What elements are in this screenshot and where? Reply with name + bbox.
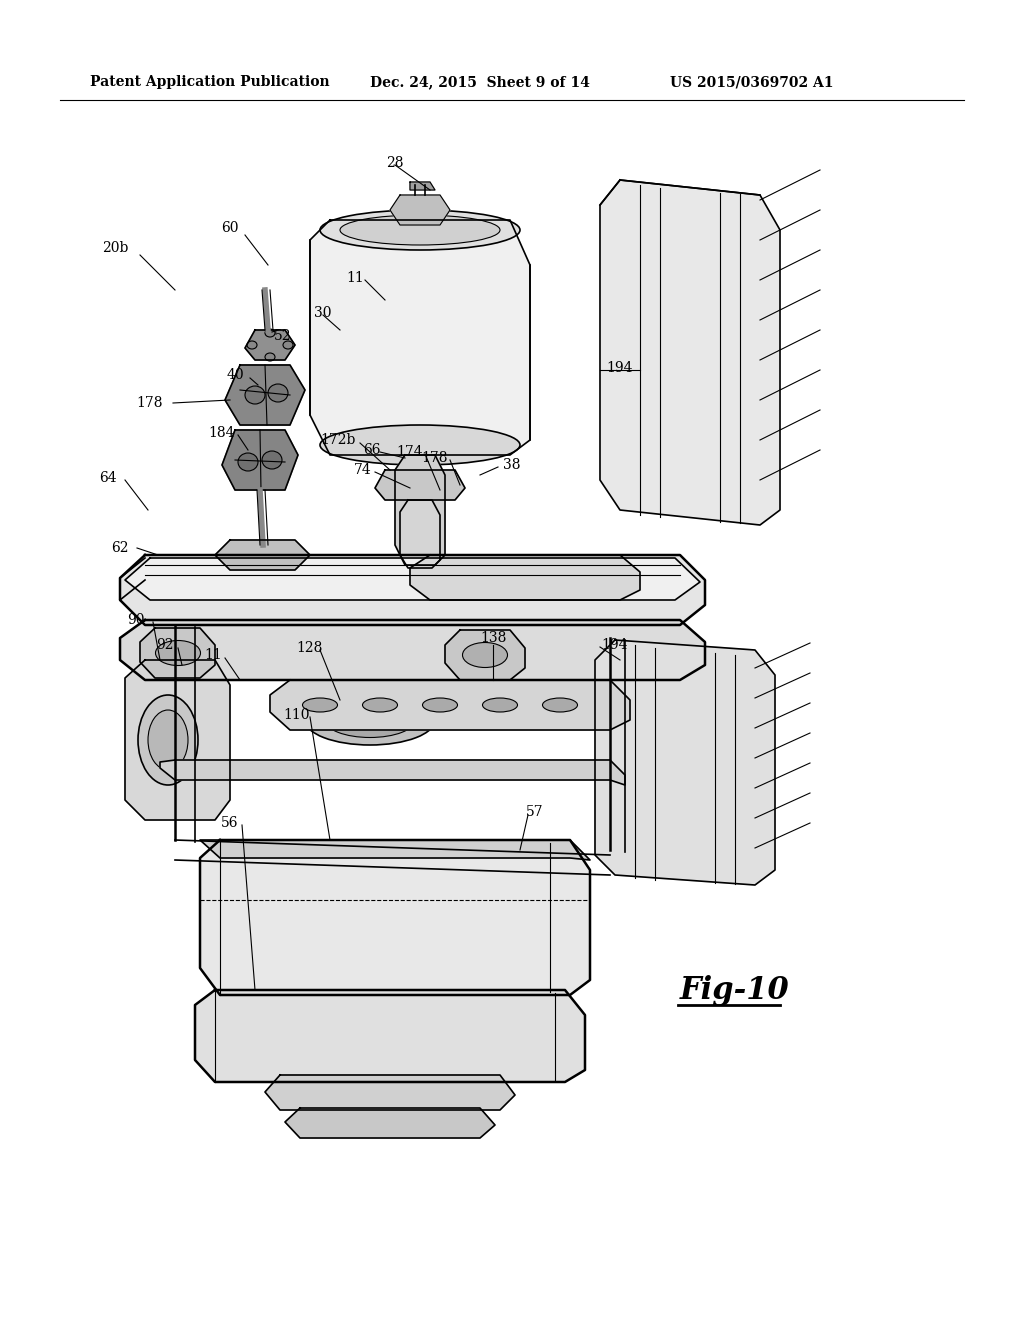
Text: 38: 38 — [503, 458, 521, 473]
Text: 64: 64 — [99, 471, 117, 484]
Polygon shape — [600, 180, 780, 525]
Text: 194: 194 — [607, 360, 633, 375]
Text: 28: 28 — [386, 156, 403, 170]
Ellipse shape — [319, 210, 520, 249]
Polygon shape — [410, 554, 640, 601]
Polygon shape — [125, 660, 230, 820]
Polygon shape — [120, 620, 705, 680]
Text: 178: 178 — [422, 451, 449, 465]
Text: 11: 11 — [204, 648, 222, 663]
Polygon shape — [285, 1107, 495, 1138]
Polygon shape — [410, 182, 435, 190]
Ellipse shape — [423, 698, 458, 711]
Text: 74: 74 — [354, 463, 372, 477]
Ellipse shape — [262, 451, 282, 469]
Text: 30: 30 — [314, 306, 332, 319]
Polygon shape — [140, 628, 215, 678]
Polygon shape — [595, 640, 775, 884]
Ellipse shape — [265, 352, 275, 360]
Text: 11: 11 — [346, 271, 364, 285]
Polygon shape — [390, 195, 450, 224]
Text: 60: 60 — [221, 220, 239, 235]
Text: US 2015/0369702 A1: US 2015/0369702 A1 — [670, 75, 834, 88]
Polygon shape — [200, 840, 590, 995]
Ellipse shape — [238, 453, 258, 471]
Polygon shape — [160, 760, 625, 785]
Ellipse shape — [245, 385, 265, 404]
Polygon shape — [120, 554, 705, 624]
Ellipse shape — [138, 696, 198, 785]
Ellipse shape — [156, 640, 201, 665]
Polygon shape — [245, 330, 295, 360]
Ellipse shape — [543, 698, 578, 711]
Text: 92: 92 — [157, 638, 174, 652]
Ellipse shape — [302, 698, 338, 711]
Text: 178: 178 — [137, 396, 163, 411]
Ellipse shape — [283, 341, 293, 348]
Polygon shape — [200, 840, 590, 861]
Text: Fig-10: Fig-10 — [680, 975, 790, 1006]
Text: 128: 128 — [297, 642, 324, 655]
Polygon shape — [310, 220, 530, 455]
Polygon shape — [395, 455, 445, 565]
Ellipse shape — [482, 698, 517, 711]
Polygon shape — [225, 366, 305, 425]
Polygon shape — [125, 558, 700, 601]
Ellipse shape — [325, 702, 415, 738]
Text: 110: 110 — [284, 708, 310, 722]
Ellipse shape — [340, 215, 500, 246]
Polygon shape — [222, 430, 298, 490]
Text: 52: 52 — [274, 329, 292, 343]
Text: 40: 40 — [226, 368, 244, 381]
Polygon shape — [215, 540, 310, 570]
Ellipse shape — [265, 329, 275, 337]
Ellipse shape — [362, 698, 397, 711]
Polygon shape — [445, 630, 525, 680]
Polygon shape — [265, 1074, 515, 1110]
Polygon shape — [270, 680, 630, 730]
Polygon shape — [375, 470, 465, 500]
Polygon shape — [400, 500, 440, 568]
Text: Patent Application Publication: Patent Application Publication — [90, 75, 330, 88]
Ellipse shape — [148, 710, 188, 770]
Text: 90: 90 — [127, 612, 144, 627]
Text: 184: 184 — [209, 426, 236, 440]
Ellipse shape — [319, 425, 520, 465]
Text: 172b: 172b — [321, 433, 355, 447]
Ellipse shape — [268, 384, 288, 403]
Ellipse shape — [305, 696, 435, 744]
Text: 57: 57 — [526, 805, 544, 818]
Text: 20b: 20b — [101, 242, 128, 255]
Text: 62: 62 — [112, 541, 129, 554]
Text: 56: 56 — [221, 816, 239, 830]
Polygon shape — [195, 990, 585, 1082]
Text: Dec. 24, 2015  Sheet 9 of 14: Dec. 24, 2015 Sheet 9 of 14 — [370, 75, 590, 88]
Ellipse shape — [463, 643, 508, 668]
Ellipse shape — [247, 341, 257, 348]
Text: 174: 174 — [396, 445, 423, 459]
Text: 66: 66 — [364, 444, 381, 457]
Text: 194: 194 — [602, 638, 629, 652]
Text: 138: 138 — [480, 631, 506, 645]
